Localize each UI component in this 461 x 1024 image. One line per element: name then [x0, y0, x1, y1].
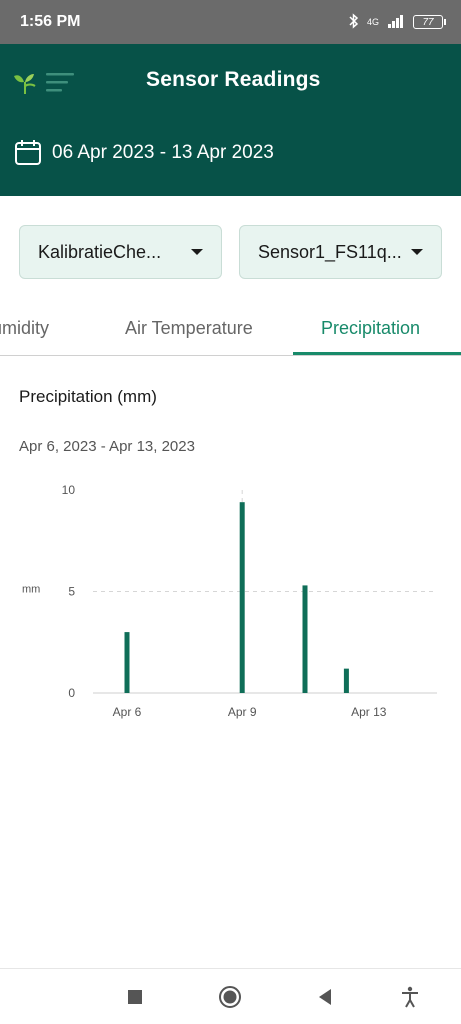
chart-date-range: Apr 6, 2023 - Apr 13, 2023 — [19, 438, 195, 455]
y-tick-label: 5 — [68, 585, 75, 599]
dropdown-arrow-icon — [411, 249, 423, 255]
calendar-icon[interactable] — [14, 138, 42, 166]
location-dropdown[interactable]: KalibratieChe... — [19, 225, 222, 279]
home-circle-icon[interactable] — [218, 985, 242, 1009]
tab-precipitation[interactable]: Precipitation — [321, 318, 421, 338]
page-title: Sensor Readings — [146, 68, 321, 91]
tab-air-temperature[interactable]: Air Temperature — [125, 318, 253, 338]
bar — [124, 632, 130, 693]
x-tick-label: Apr 9 — [228, 705, 257, 719]
precipitation-chart: 0 5 10 mm Apr 6 Apr 9 Apr 13 — [22, 483, 437, 719]
bar — [343, 668, 349, 693]
x-tick-label: Apr 6 — [113, 705, 142, 719]
signal-icon — [387, 14, 405, 31]
system-nav-bar — [0, 968, 461, 1024]
app-header: Sensor Readings 06 Apr 2023 - 13 Apr 202… — [0, 44, 461, 196]
y-tick-label: 10 — [62, 483, 76, 497]
location-dropdown-value: KalibratieChe... — [38, 241, 162, 262]
menu-logo-icon[interactable] — [12, 68, 76, 98]
network-type-label: 4G — [366, 17, 379, 27]
reading-tabs: Humidity Air Temperature Precipitation — [0, 300, 461, 356]
status-time: 1:56 PM — [20, 13, 81, 30]
active-tab-indicator — [293, 352, 461, 355]
bar — [239, 502, 245, 693]
y-axis-label: mm — [22, 584, 40, 596]
y-tick-label: 0 — [68, 686, 75, 700]
battery-level: 77 — [422, 16, 434, 28]
battery-icon: 77 — [413, 15, 446, 29]
status-icons: 4G 77 — [349, 12, 446, 32]
accessibility-icon[interactable] — [398, 985, 422, 1009]
bluetooth-icon — [349, 12, 359, 32]
date-range-selector[interactable]: 06 Apr 2023 - 13 Apr 2023 — [52, 142, 274, 163]
tab-humidity[interactable]: Humidity — [0, 318, 50, 338]
square-icon[interactable] — [123, 985, 147, 1009]
status-bar: 1:56 PM 4G 77 — [0, 0, 461, 44]
dropdown-arrow-icon — [191, 249, 203, 255]
back-triangle-icon[interactable] — [313, 985, 337, 1009]
sensor-dropdown[interactable]: Sensor1_FS11q... — [239, 225, 442, 279]
x-tick-label: Apr 13 — [351, 705, 387, 719]
bar — [302, 585, 308, 693]
chart-title: Precipitation (mm) — [19, 387, 157, 406]
sensor-dropdown-value: Sensor1_FS11q... — [258, 241, 402, 262]
